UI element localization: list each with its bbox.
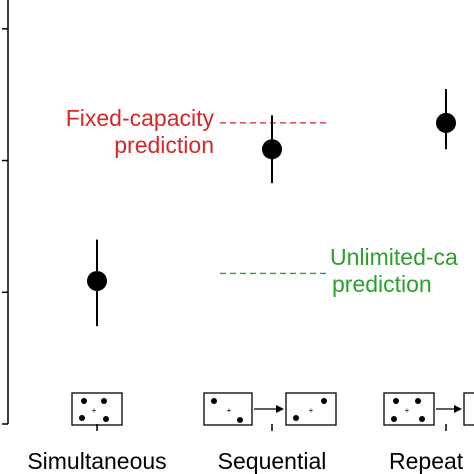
unlimited-capacity-label: Unlimited-ca xyxy=(330,244,458,270)
y-ticks xyxy=(2,28,8,425)
x-label-repeat: Repeat xyxy=(389,448,464,474)
x-label-sequential: Sequential xyxy=(218,448,327,474)
data-points xyxy=(87,89,456,327)
svg-text:+: + xyxy=(227,406,232,415)
fixed-capacity-prediction-label: prediction xyxy=(114,132,214,158)
unlimited-capacity-prediction-label: prediction xyxy=(332,271,432,297)
repeat-display-icon: + xyxy=(383,392,474,426)
point-simultaneous xyxy=(87,270,107,291)
svg-text:+: + xyxy=(92,406,97,415)
point-repeat xyxy=(436,112,456,133)
svg-text:+: + xyxy=(309,406,314,415)
sequential-display-icon: + + xyxy=(203,392,337,426)
fixed-capacity-label: Fixed-capacity xyxy=(66,105,215,131)
x-label-simultaneous: Simultaneous xyxy=(27,448,166,474)
simultaneous-display-icon: + xyxy=(71,392,123,426)
svg-text:+: + xyxy=(405,406,410,415)
point-sequential xyxy=(262,139,282,160)
